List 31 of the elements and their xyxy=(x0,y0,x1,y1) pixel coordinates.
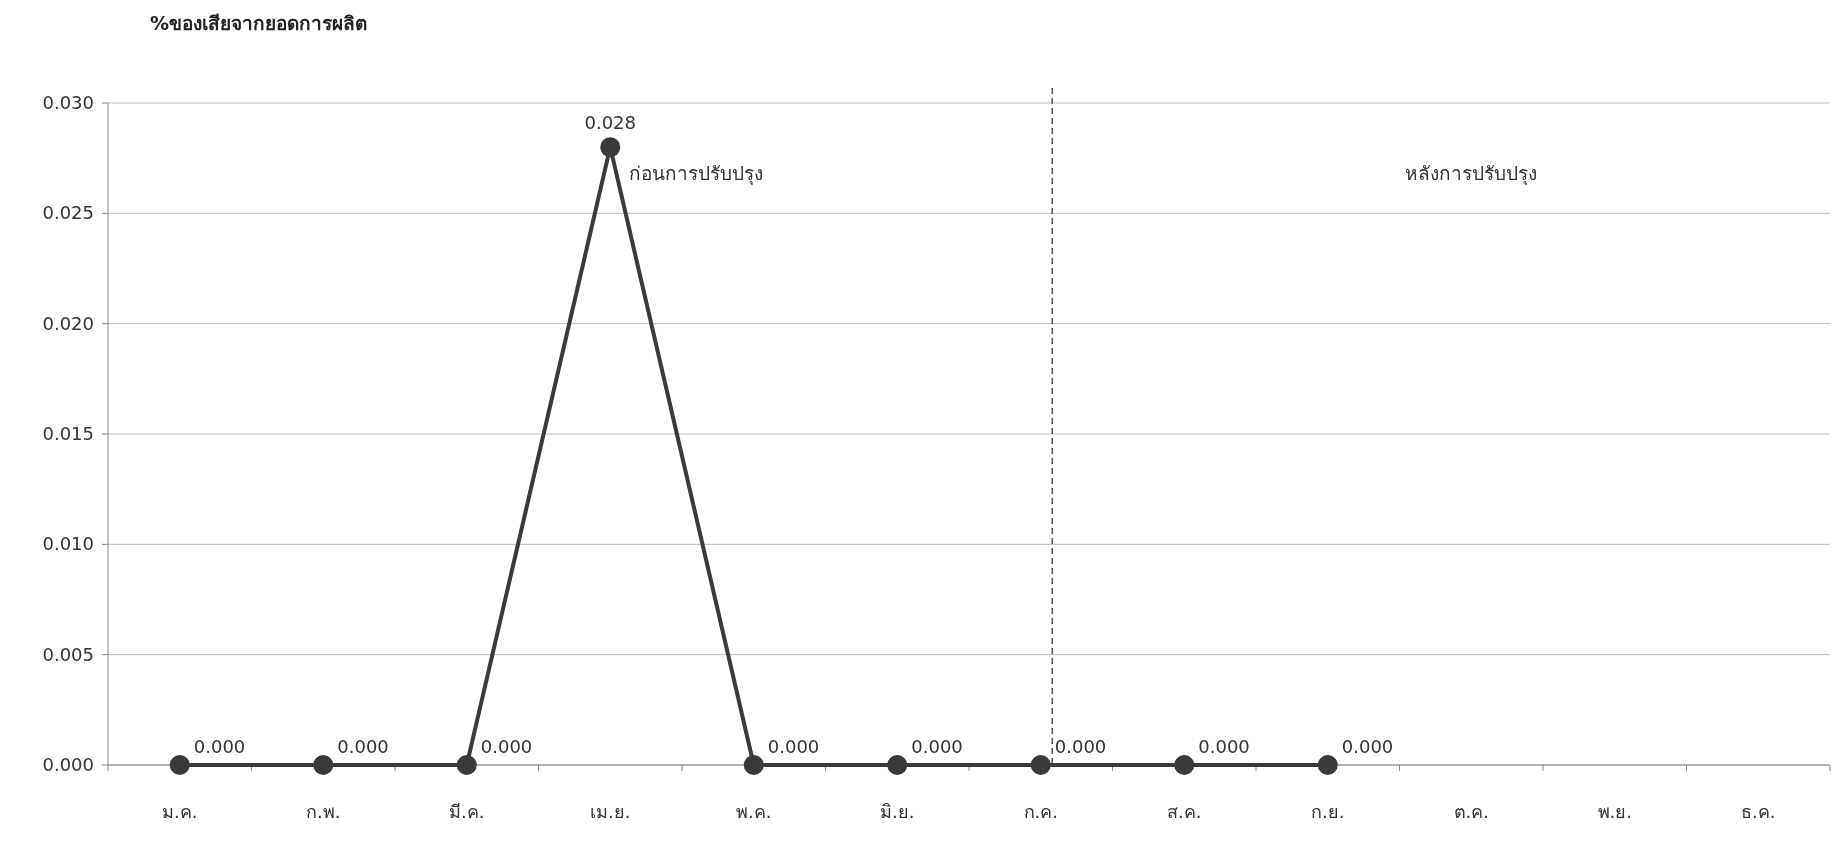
x-tick-label: ก.พ. xyxy=(306,801,341,822)
annotation: ก่อนการปรับปรุง xyxy=(629,162,764,187)
x-tick-label: ม.ค. xyxy=(162,801,198,822)
y-tick-label: 0.020 xyxy=(42,312,94,334)
chart-title: %ของเสียจากยอดการผลิต xyxy=(150,12,368,34)
data-label: 0.000 xyxy=(1198,736,1250,757)
y-tick-label: 0.025 xyxy=(42,202,94,224)
data-label: 0.028 xyxy=(584,112,637,134)
x-tick-label: ส.ค. xyxy=(1167,801,1202,822)
annotation: หลังการปรับปรุง xyxy=(1405,162,1538,187)
y-tick-label: 0.015 xyxy=(42,423,94,444)
x-tick-label: มี.ค. xyxy=(449,801,485,822)
data-label: 0.000 xyxy=(911,736,963,757)
data-label: 0.000 xyxy=(480,736,533,757)
x-tick-label: ต.ค. xyxy=(1453,801,1489,822)
x-tick-label: ก.ค. xyxy=(1023,801,1058,822)
x-tick-label: พ.ย. xyxy=(1597,801,1632,822)
x-tick-label: มิ.ย. xyxy=(880,801,915,822)
y-tick-label: 0.000 xyxy=(42,754,94,775)
x-tick-label: ธ.ค. xyxy=(1741,801,1776,822)
x-tick-label: ก.ย. xyxy=(1311,801,1345,822)
x-tick-label: พ.ค. xyxy=(736,801,772,822)
y-tick-label: 0.010 xyxy=(42,533,94,555)
data-label: 0.000 xyxy=(337,736,389,757)
x-tick-label: เม.ย. xyxy=(590,801,631,822)
data-label: 0.000 xyxy=(1054,736,1107,757)
data-label: 0.000 xyxy=(1341,736,1394,757)
data-label: 0.000 xyxy=(193,736,246,757)
data-label: 0.000 xyxy=(767,736,820,757)
y-tick-label: 0.030 xyxy=(42,92,94,113)
y-tick-label: 0.005 xyxy=(42,643,94,665)
